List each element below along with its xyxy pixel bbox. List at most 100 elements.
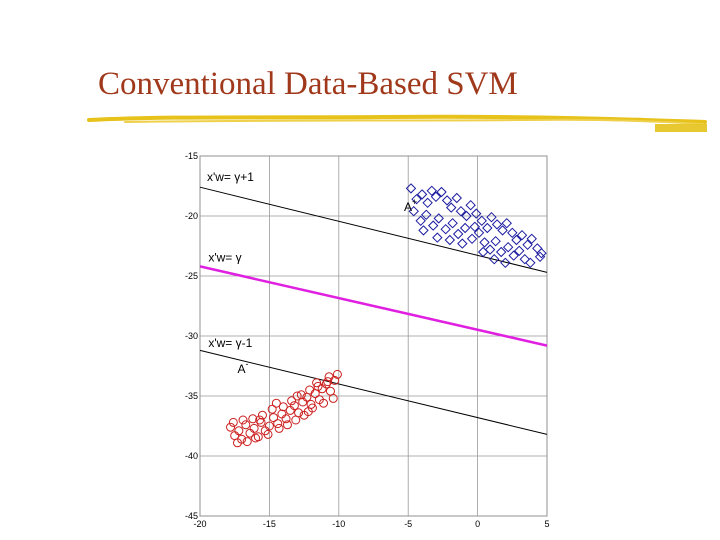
diamond-point	[473, 227, 485, 239]
circle-point	[255, 415, 265, 425]
y-tick-label: -15	[185, 151, 198, 161]
tick-labels: -20 -15 -10 -5 0 5 -15 -20 -25 -30 -35 -40 -45	[185, 151, 550, 529]
circle-point	[296, 390, 306, 400]
annotation-label: x'w= γ+1	[207, 170, 254, 184]
y-tick-label: -20	[185, 211, 198, 221]
diamond-point	[430, 191, 442, 203]
circle-point	[228, 417, 238, 427]
diamond-point	[405, 183, 417, 194]
circle-point	[273, 419, 283, 429]
circle-point	[282, 420, 292, 430]
diamond-point	[421, 209, 432, 221]
diamond-point	[441, 195, 453, 206]
diamond-point	[471, 208, 482, 219]
diamond-point	[516, 229, 528, 241]
x-tick-label: -10	[332, 519, 345, 529]
circle-point	[226, 422, 236, 432]
diamond-point	[469, 221, 481, 233]
diamond-point	[465, 199, 476, 211]
diamond-point	[502, 241, 514, 253]
circle-point	[241, 420, 251, 430]
diamond-point	[461, 210, 472, 222]
diamond-point	[446, 202, 457, 213]
circle-point	[238, 415, 248, 425]
diamond-point	[457, 238, 468, 249]
diamond-point	[452, 228, 464, 240]
circle-point	[251, 433, 261, 443]
y-tick-label: -30	[185, 331, 198, 341]
diamond-point	[436, 186, 447, 198]
y-tick-label: -40	[185, 451, 198, 461]
diamond-point	[489, 253, 500, 265]
diamond-point	[514, 245, 525, 257]
annotation-label: A-	[237, 359, 248, 376]
circle-point	[249, 423, 259, 433]
circle-point	[267, 404, 277, 414]
data-points	[226, 183, 547, 448]
diamond-point	[476, 215, 487, 227]
boundary-line	[199, 186, 548, 273]
circle-point	[312, 378, 322, 388]
annotation-label: x'w= γ-1	[208, 336, 252, 350]
diamond-point	[495, 246, 507, 258]
circle-point	[292, 391, 302, 401]
circle-point	[264, 421, 274, 431]
circle-point	[281, 414, 291, 424]
circle-point	[289, 401, 299, 411]
title-underline	[87, 114, 707, 132]
diamond-point	[491, 219, 503, 230]
x-tick-label: -20	[193, 519, 206, 529]
circle-point	[263, 429, 273, 439]
diamond-point	[500, 257, 511, 269]
boundary-line	[199, 265, 548, 347]
circle-point	[271, 398, 281, 408]
diamond-point	[486, 211, 497, 223]
diamond-point	[451, 192, 462, 204]
annotations: x'w= γ+1 x'w= γ x'w= γ-1 A+ A-	[207, 170, 417, 376]
circle-point	[291, 415, 301, 425]
diamond-point	[511, 234, 522, 246]
x-tick-label: -15	[263, 519, 276, 529]
circle-point	[257, 410, 267, 420]
diamond-point	[427, 220, 439, 231]
diamond-point	[484, 244, 496, 255]
diamond-point	[507, 227, 518, 239]
x-tick-label: -5	[404, 519, 412, 529]
separating-lines	[199, 186, 548, 435]
x-tick-label: 5	[544, 519, 549, 529]
diamond-point	[433, 213, 444, 224]
diamond-point	[477, 246, 489, 258]
diamond-point	[422, 197, 433, 209]
diamond-point	[501, 217, 512, 229]
diamond-point	[497, 225, 508, 236]
diamond-point	[455, 205, 467, 217]
circle-point	[319, 398, 329, 408]
circle-point	[324, 372, 334, 382]
diamond-point	[525, 257, 536, 269]
diamond-point	[418, 225, 429, 236]
circle-point	[323, 377, 333, 387]
diamond-point	[416, 189, 428, 200]
diamond-point	[519, 253, 530, 265]
y-tick-label: -25	[185, 271, 198, 281]
diamond-point	[508, 250, 519, 261]
slide-title: Conventional Data-Based SVM	[98, 66, 518, 102]
diamond-point	[490, 235, 501, 247]
circle-point	[303, 407, 313, 417]
circle-point	[278, 402, 288, 412]
y-tick-label: -45	[185, 511, 198, 521]
boundary-line	[199, 349, 548, 435]
diamond-point	[526, 233, 537, 245]
circle-point	[256, 417, 266, 427]
circle-point	[242, 437, 252, 447]
diamond-point	[536, 247, 547, 259]
diamond-point	[440, 223, 451, 235]
circle-point	[328, 393, 338, 403]
diamond-point	[522, 239, 533, 251]
diamond-point	[415, 215, 426, 227]
circle-point	[269, 413, 279, 423]
diamond-point	[444, 234, 456, 246]
circle-point	[274, 423, 284, 433]
diamond-point	[466, 233, 478, 245]
